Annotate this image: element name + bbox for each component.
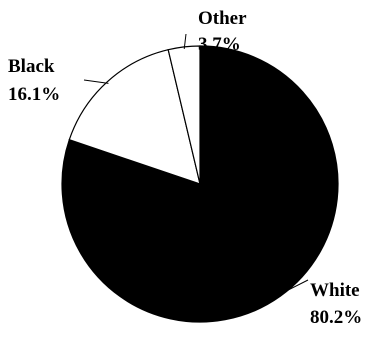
slice-label-black-name: Black [8,56,55,77]
pie-slices [61,45,339,323]
slice-label-other-value: 3.7% [198,34,241,55]
leader-line-black [83,79,109,84]
slice-label-black-value: 16.1% [8,84,60,105]
slice-label-other-name: Other [198,8,247,29]
leader-line-other [183,33,187,49]
leader-line-white [279,279,309,295]
pie-slice-black [68,48,201,185]
leader-lines [83,33,309,295]
slice-labels: White 80.2% Black 16.1% Other 3.7% [8,8,362,328]
slice-label-white-value: 80.2% [310,307,362,328]
slice-label-white-name: White [310,280,360,301]
